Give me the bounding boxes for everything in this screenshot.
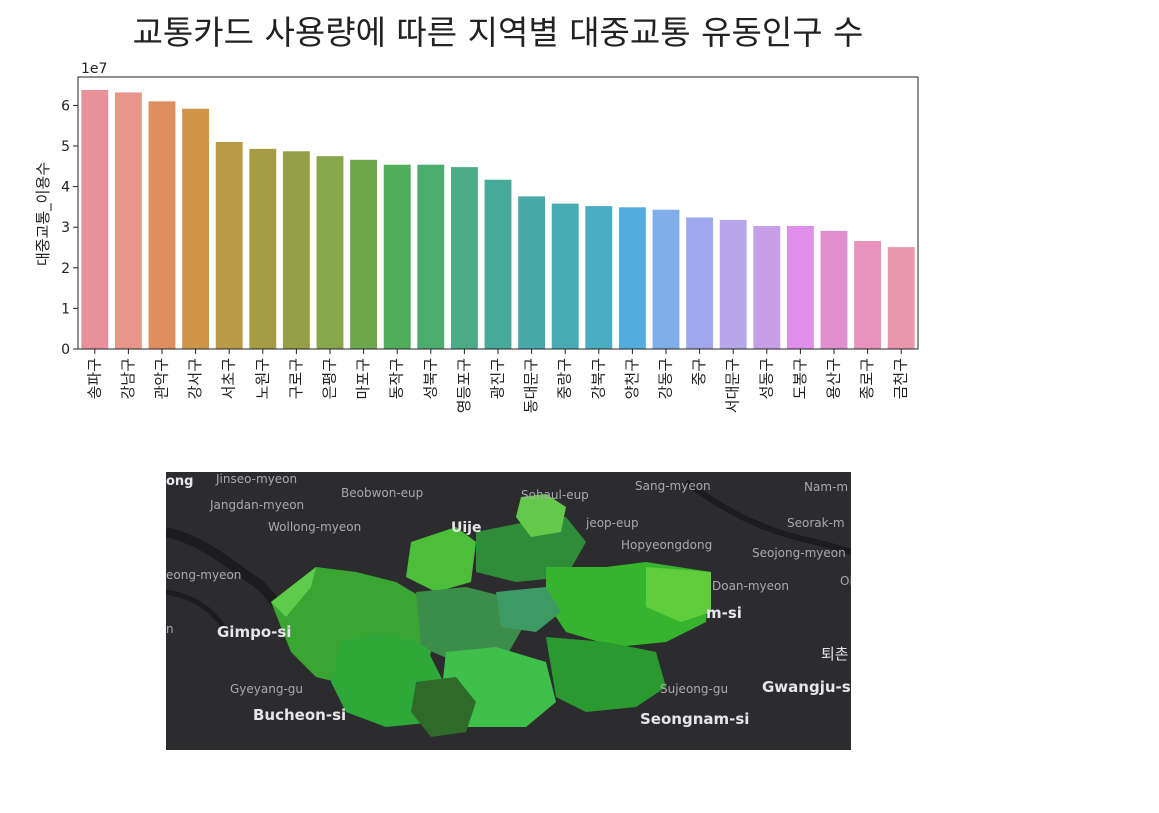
x-ticks: 송파구 강남구 관악구 강서구 서초구 노원구 구로구 은평구 마포구 동작구 성북구 영등포구 광진구… xyxy=(85,349,910,413)
map-label-ong: ong xyxy=(166,474,194,489)
y-axis-label: 대중교통_이용수 xyxy=(34,162,53,266)
x-tick-label: 용산구 xyxy=(825,358,843,399)
bar-도봉구 xyxy=(786,225,814,349)
x-tick-label: 송파구 xyxy=(85,358,103,399)
map-label-sang-myeon: Sang-myeon xyxy=(635,479,711,493)
y-tick-label: 2 xyxy=(61,261,70,277)
map-label-n: n xyxy=(166,622,174,636)
map-label-jinseo: Jinseo-myeon xyxy=(216,472,298,486)
x-tick-label: 강남구 xyxy=(119,358,137,399)
map-label-seorak: Seorak-m xyxy=(787,516,845,530)
map-label-wollong: Wollong-myeon xyxy=(268,520,362,534)
map-label-sohaul: Sohaul-eup xyxy=(521,488,589,502)
bar-노원구 xyxy=(249,148,277,349)
map-label-seojong: Seojong-myeon xyxy=(752,546,846,560)
map-label-sujeong: Sujeong-gu xyxy=(660,682,729,696)
bar-동작구 xyxy=(383,164,411,349)
y-tick-label: 1 xyxy=(61,301,70,317)
bar-동대문구 xyxy=(518,196,546,349)
bar-중구 xyxy=(686,217,714,349)
map-label-gwangju: Gwangju-s xyxy=(762,678,851,696)
x-tick-label: 종로구 xyxy=(858,358,876,399)
plot-frame xyxy=(77,76,919,350)
bar-강북구 xyxy=(585,206,613,349)
bar-종로구 xyxy=(854,241,882,349)
map-label-toechon: 퇴촌 xyxy=(821,645,849,663)
map-label-nam-m: Nam-m xyxy=(804,480,849,494)
x-tick-label: 성동구 xyxy=(757,358,775,399)
x-tick-label: 관악구 xyxy=(153,358,171,399)
map-label-gyeyang: Gyeyang-gu xyxy=(230,682,304,696)
map-label-hopyeongdong: Hopyeongdong xyxy=(621,538,713,552)
x-tick-label: 강동구 xyxy=(657,358,675,399)
x-tick-label: 광진구 xyxy=(489,358,507,399)
x-tick-label: 강북구 xyxy=(589,358,607,399)
3d-seoul-map-image: Jinseo-myeon Beobwon-eup Sang-myeon Nam-… xyxy=(166,472,851,750)
x-tick-label: 은평구 xyxy=(321,358,339,399)
map-label-gimpo: Gimpo-si xyxy=(217,623,292,641)
y-axis-offset-label: 1e7 xyxy=(81,61,107,77)
bar-송파구 xyxy=(81,89,109,350)
x-tick-label: 강서구 xyxy=(186,358,204,399)
bar-강남구 xyxy=(114,92,142,349)
map-label-seongnam: Seongnam-si xyxy=(640,710,750,728)
x-tick-label: 양천구 xyxy=(623,358,641,399)
map-label-bucheon: Bucheon-si xyxy=(253,706,347,724)
map-label-uije: Uije xyxy=(451,520,482,536)
chart-title: 교통카드 사용량에 따른 지역별 대중교통 유동인구 수 xyxy=(133,13,864,52)
x-tick-label: 노원구 xyxy=(253,358,271,399)
x-tick-label: 영등포구 xyxy=(455,358,473,413)
bar-서대문구 xyxy=(719,219,747,349)
y-tick-label: 6 xyxy=(61,98,70,114)
y-tick-label: 3 xyxy=(61,220,70,236)
map-graphic xyxy=(166,479,851,737)
bar-성북구 xyxy=(417,164,445,349)
bar-용산구 xyxy=(820,230,848,349)
bar-중랑구 xyxy=(551,203,579,349)
map-label-beobwon: Beobwon-eup xyxy=(341,486,424,500)
map-label-oi: Oi xyxy=(840,574,851,588)
bar-서초구 xyxy=(215,141,243,349)
x-tick-label: 동대문구 xyxy=(522,358,540,413)
bar-은평구 xyxy=(316,156,344,349)
bar-마포구 xyxy=(350,159,378,349)
bar-강동구 xyxy=(652,209,680,349)
bar-양천구 xyxy=(618,207,646,349)
bar-구로구 xyxy=(282,151,310,349)
x-tick-label: 도봉구 xyxy=(791,358,809,399)
bar-금천구 xyxy=(887,247,915,349)
x-tick-label: 동작구 xyxy=(388,358,406,399)
map-label-doan: Doan-myeon xyxy=(712,579,789,593)
x-tick-label: 구로구 xyxy=(287,358,305,399)
x-tick-label: 금천구 xyxy=(892,358,910,399)
x-tick-label: 성북구 xyxy=(421,358,439,399)
bar-강서구 xyxy=(182,108,210,349)
y-tick-label: 4 xyxy=(61,180,70,196)
x-tick-label: 중랑구 xyxy=(556,358,574,399)
y-ticks: 0 1 2 3 4 5 6 xyxy=(61,98,78,358)
map-label-eong-myeon: eong-myeon xyxy=(166,568,242,582)
bar-광진구 xyxy=(484,179,512,349)
y-tick-label: 5 xyxy=(61,139,70,155)
map-label-m-si: m-si xyxy=(706,604,742,622)
map-label-jeop-eup: jeop-eup xyxy=(586,516,639,530)
bar-영등포구 xyxy=(450,167,478,349)
x-tick-label: 중구 xyxy=(690,358,708,386)
bar-chart: 교통카드 사용량에 따른 지역별 대중교통 유동인구 수 1e7 대중교통_이용… xyxy=(34,13,919,413)
x-tick-label: 마포구 xyxy=(354,358,372,399)
bar-성동구 xyxy=(753,225,781,349)
x-tick-label: 서대문구 xyxy=(724,358,742,413)
map-label-jangdan: Jangdan-myeon xyxy=(210,498,305,512)
bars xyxy=(81,89,915,350)
y-tick-label: 0 xyxy=(61,342,70,358)
bar-관악구 xyxy=(148,101,176,349)
x-tick-label: 서초구 xyxy=(220,358,238,399)
